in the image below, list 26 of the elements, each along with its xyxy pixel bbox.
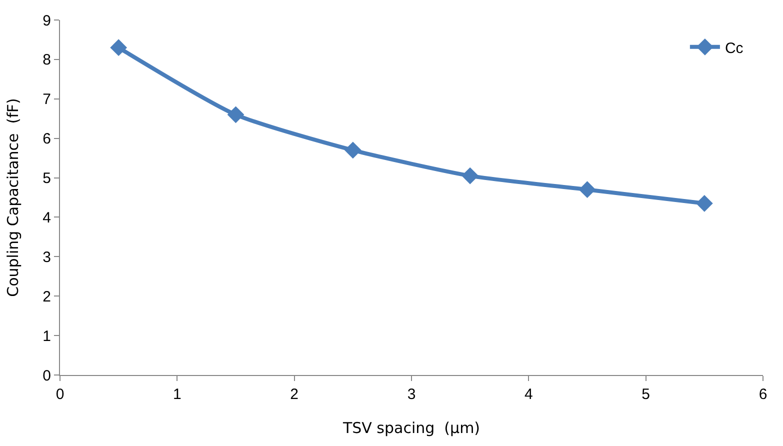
y-tick-label: 4	[42, 209, 51, 226]
y-tick-label: 6	[42, 130, 51, 148]
x-tick-label: 6	[758, 386, 768, 403]
x-tick-label: 0	[56, 386, 64, 403]
x-tick-label: 1	[173, 386, 182, 403]
y-tick-label: 3	[42, 248, 51, 266]
y-tick-label: 5	[42, 170, 51, 188]
x-tick-label: 5	[642, 386, 650, 403]
point	[227, 106, 244, 124]
y-tick-label: 2	[42, 288, 51, 306]
y-tick-label: 8	[42, 52, 51, 69]
point	[578, 181, 596, 198]
x-tick-label: 2	[290, 386, 298, 403]
y-tick-label: 9	[42, 12, 51, 30]
legend-label: Cc	[724, 40, 744, 57]
x-tick-label: 3	[407, 386, 416, 403]
point	[110, 39, 128, 56]
x-axis-title: TSV spacing (µm)	[342, 419, 480, 437]
x-tick-label: 4	[524, 386, 533, 403]
point	[462, 167, 479, 184]
point	[696, 194, 713, 212]
y-tick-label: 1	[42, 328, 51, 345]
y-tick-label: 0	[42, 367, 51, 384]
y-tick-label: 7	[42, 91, 51, 108]
y-axis-title: Coupling Capacitance (fF)	[4, 98, 22, 297]
point	[344, 142, 362, 159]
